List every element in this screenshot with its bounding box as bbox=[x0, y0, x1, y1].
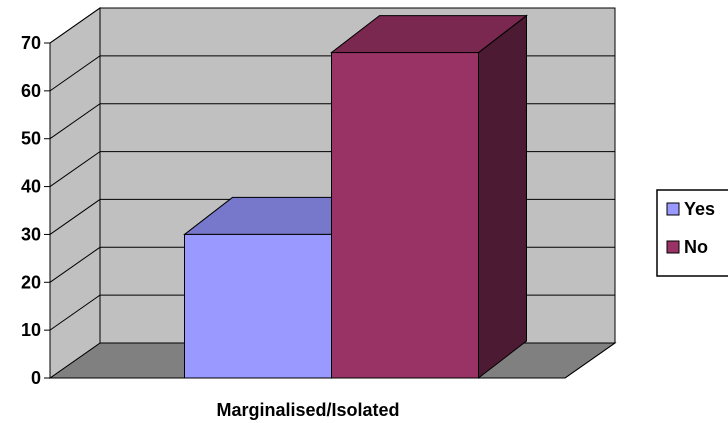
x-axis-title: Marginalised/Isolated bbox=[216, 400, 399, 420]
legend: Yes No bbox=[656, 189, 728, 277]
gridline bbox=[49, 7, 615, 44]
y-tick-label: 0 bbox=[31, 368, 41, 388]
floor-right-edge bbox=[564, 342, 616, 379]
legend-label-yes: Yes bbox=[684, 199, 715, 219]
chart-side-wall bbox=[49, 7, 101, 379]
y-tick-label: 40 bbox=[21, 177, 41, 197]
legend-swatch-no bbox=[666, 240, 680, 254]
y-tick-label: 60 bbox=[21, 81, 41, 101]
bars bbox=[183, 14, 528, 380]
y-tick-label: 50 bbox=[21, 129, 41, 149]
legend-swatch-yes bbox=[666, 202, 680, 216]
y-tick-label: 10 bbox=[21, 320, 41, 340]
y-tick-label: 70 bbox=[21, 33, 41, 53]
bar-no bbox=[331, 52, 479, 379]
legend-label-no: No bbox=[684, 237, 708, 257]
bar-no-side bbox=[478, 14, 527, 380]
y-tick-label: 20 bbox=[21, 272, 41, 292]
bar-yes bbox=[184, 233, 332, 379]
y-tick-label: 30 bbox=[21, 224, 41, 244]
y-axis: 0 10 20 30 40 50 60 70 bbox=[21, 33, 51, 388]
